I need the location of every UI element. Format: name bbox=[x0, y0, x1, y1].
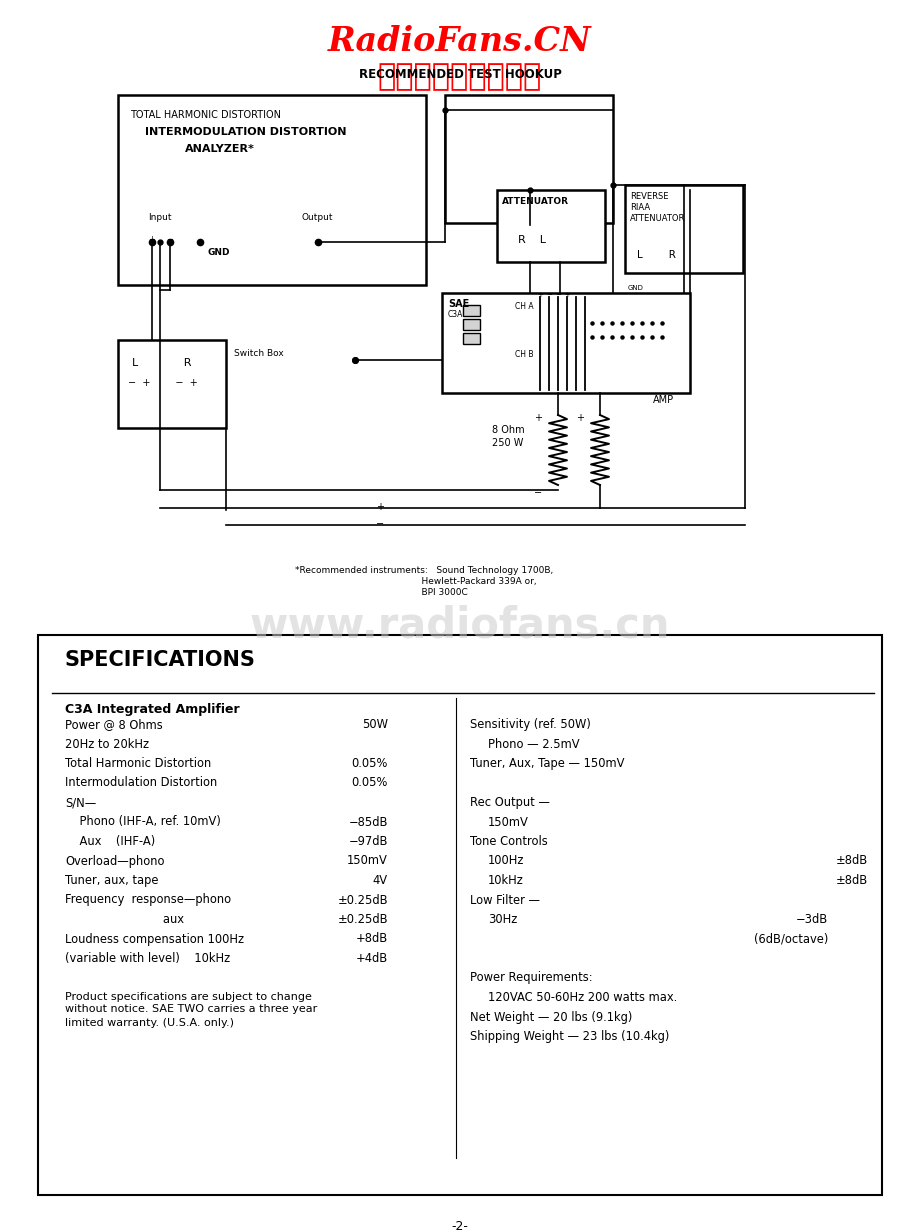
Text: 150mV: 150mV bbox=[346, 855, 388, 867]
Bar bbox=[118, 340, 226, 428]
Text: L        R: L R bbox=[636, 250, 675, 260]
Text: +: + bbox=[563, 292, 569, 298]
Text: Product specifications are subject to change: Product specifications are subject to ch… bbox=[65, 992, 312, 1002]
Text: S/N—: S/N— bbox=[65, 796, 96, 809]
Text: −: − bbox=[166, 235, 174, 244]
Text: 0.05%: 0.05% bbox=[351, 776, 388, 790]
Bar bbox=[462, 306, 480, 315]
Text: −97dB: −97dB bbox=[348, 835, 388, 848]
Text: +4dB: +4dB bbox=[356, 952, 388, 965]
Bar bbox=[441, 293, 689, 393]
Text: AMP: AMP bbox=[652, 395, 674, 405]
Bar bbox=[445, 95, 612, 223]
Text: ±0.25dB: ±0.25dB bbox=[337, 913, 388, 926]
Text: Tuner, aux, tape: Tuner, aux, tape bbox=[65, 873, 158, 887]
Text: Rec Output —: Rec Output — bbox=[470, 796, 550, 809]
Text: −: − bbox=[533, 488, 541, 498]
Text: Phono (IHF-A, ref. 10mV): Phono (IHF-A, ref. 10mV) bbox=[65, 816, 221, 828]
Bar bbox=[118, 95, 425, 285]
Text: CH B: CH B bbox=[515, 350, 533, 359]
Text: L             R: L R bbox=[131, 359, 191, 368]
Text: (6dB/octave): (6dB/octave) bbox=[753, 933, 827, 945]
Text: ±0.25dB: ±0.25dB bbox=[337, 893, 388, 907]
Text: without notice. SAE TWO carries a three year: without notice. SAE TWO carries a three … bbox=[65, 1004, 317, 1014]
Text: −: − bbox=[376, 519, 383, 529]
Text: Shipping Weight — 23 lbs (10.4kg): Shipping Weight — 23 lbs (10.4kg) bbox=[470, 1030, 669, 1044]
Text: REVERSE: REVERSE bbox=[630, 192, 668, 201]
Text: www.radiofans.cn: www.radiofans.cn bbox=[249, 605, 670, 647]
Text: +: + bbox=[376, 501, 383, 513]
Text: GND: GND bbox=[628, 285, 643, 291]
Text: 0.05%: 0.05% bbox=[351, 756, 388, 770]
Text: +8dB: +8dB bbox=[356, 933, 388, 945]
Text: Low Filter —: Low Filter — bbox=[470, 893, 539, 907]
Text: RECOMMENDED TEST HOOKUP: RECOMMENDED TEST HOOKUP bbox=[358, 68, 561, 81]
Text: CH A: CH A bbox=[515, 302, 533, 310]
Text: *Recommended instruments:   Sound Technology 1700B,: *Recommended instruments: Sound Technolo… bbox=[295, 565, 552, 575]
Bar bbox=[462, 319, 480, 330]
Text: Input: Input bbox=[148, 213, 171, 222]
Text: −3dB: −3dB bbox=[795, 913, 827, 926]
Text: TOTAL HARMONIC DISTORTION: TOTAL HARMONIC DISTORTION bbox=[130, 110, 280, 120]
Bar bbox=[462, 333, 480, 344]
Text: +: + bbox=[148, 235, 155, 244]
Text: 150mV: 150mV bbox=[487, 816, 528, 828]
Text: Net Weight — 20 lbs (9.1kg): Net Weight — 20 lbs (9.1kg) bbox=[470, 1010, 631, 1024]
Text: -2-: -2- bbox=[451, 1220, 468, 1232]
Text: 100Hz: 100Hz bbox=[487, 855, 524, 867]
Text: 50W: 50W bbox=[361, 718, 388, 731]
Text: Switch Box: Switch Box bbox=[233, 349, 283, 359]
Bar bbox=[38, 634, 881, 1195]
Text: Tone Controls: Tone Controls bbox=[470, 835, 547, 848]
Text: Aux    (IHF-A): Aux (IHF-A) bbox=[65, 835, 155, 848]
Text: +: + bbox=[537, 292, 542, 298]
Text: (variable with level)    10kHz: (variable with level) 10kHz bbox=[65, 952, 230, 965]
Text: Frequency  response—phono: Frequency response—phono bbox=[65, 893, 231, 907]
Text: Overload—phono: Overload—phono bbox=[65, 855, 165, 867]
Text: RIAA: RIAA bbox=[630, 203, 650, 212]
Text: 120VAC 50-60Hz 200 watts max.: 120VAC 50-60Hz 200 watts max. bbox=[487, 991, 676, 1004]
Text: −: − bbox=[554, 292, 561, 298]
Bar bbox=[496, 190, 605, 262]
Text: Output: Output bbox=[301, 213, 333, 222]
Text: Power Requirements:: Power Requirements: bbox=[470, 972, 592, 984]
Text: 4V: 4V bbox=[372, 873, 388, 887]
Text: Tuner, Aux, Tape — 150mV: Tuner, Aux, Tape — 150mV bbox=[470, 756, 624, 770]
Text: R    L: R L bbox=[517, 235, 545, 245]
Text: limited warranty. (U.S.A. only.): limited warranty. (U.S.A. only.) bbox=[65, 1018, 233, 1027]
Text: Phono — 2.5mV: Phono — 2.5mV bbox=[487, 738, 579, 750]
Text: 10kHz: 10kHz bbox=[487, 873, 523, 887]
Text: +: + bbox=[575, 413, 584, 423]
Text: 8 Ohm: 8 Ohm bbox=[492, 425, 524, 435]
Text: Intermodulation Distortion: Intermodulation Distortion bbox=[65, 776, 217, 790]
Text: aux: aux bbox=[65, 913, 184, 926]
Text: ANALYZER*: ANALYZER* bbox=[185, 144, 255, 154]
Text: Power @ 8 Ohms: Power @ 8 Ohms bbox=[65, 718, 163, 731]
Text: 20Hz to 20kHz: 20Hz to 20kHz bbox=[65, 738, 149, 750]
Text: GND: GND bbox=[208, 248, 231, 257]
Text: +: + bbox=[533, 413, 541, 423]
Text: 250 W: 250 W bbox=[492, 439, 523, 448]
Text: Loudness compensation 100Hz: Loudness compensation 100Hz bbox=[65, 933, 244, 945]
Text: C3A: C3A bbox=[448, 310, 463, 319]
Text: 30Hz: 30Hz bbox=[487, 913, 516, 926]
Text: Hewlett-Packard 339A or,: Hewlett-Packard 339A or, bbox=[295, 577, 536, 586]
Text: 收音机爱好者资料库: 收音机爱好者资料库 bbox=[378, 62, 541, 91]
Text: ATTENUATOR: ATTENUATOR bbox=[502, 197, 568, 206]
Text: −85dB: −85dB bbox=[348, 816, 388, 828]
Text: SAE: SAE bbox=[448, 299, 469, 309]
Text: −  +        −  +: − + − + bbox=[128, 378, 198, 388]
Text: Sensitivity (ref. 50W): Sensitivity (ref. 50W) bbox=[470, 718, 590, 731]
Text: ATTENUATOR: ATTENUATOR bbox=[630, 214, 685, 223]
Text: Total Harmonic Distortion: Total Harmonic Distortion bbox=[65, 756, 211, 770]
Text: BPI 3000C: BPI 3000C bbox=[295, 588, 467, 598]
Text: INTERMODULATION DISTORTION: INTERMODULATION DISTORTION bbox=[145, 127, 346, 137]
Text: SPECIFICATIONS: SPECIFICATIONS bbox=[65, 650, 255, 670]
Text: −: − bbox=[546, 292, 551, 298]
Text: ±8dB: ±8dB bbox=[834, 873, 867, 887]
Bar bbox=[624, 185, 743, 274]
Text: RadioFans.CN: RadioFans.CN bbox=[328, 25, 591, 58]
Text: C3A Integrated Amplifier: C3A Integrated Amplifier bbox=[65, 703, 239, 716]
Text: ±8dB: ±8dB bbox=[834, 855, 867, 867]
